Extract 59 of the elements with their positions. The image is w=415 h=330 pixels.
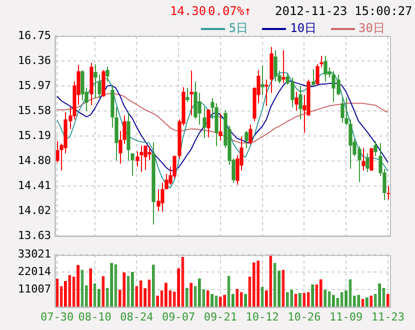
text: 14.30: [170, 4, 206, 18]
text: 2012-11-23 15:00:27: [275, 4, 412, 18]
x-tick-label: 10-26: [288, 310, 321, 324]
candlestick: [244, 130, 248, 149]
y-tick-label: 14.80: [18, 154, 51, 167]
candlestick: [374, 140, 378, 156]
y-tick-label: 14.02: [18, 204, 51, 217]
candlestick: [274, 50, 278, 82]
y-tick-label: 16.36: [18, 54, 51, 67]
candlestick: [340, 97, 344, 124]
x-tick-label: 08-24: [120, 310, 154, 324]
x-tick-label: 09-21: [204, 310, 237, 324]
candlestick: [218, 113, 222, 141]
candlestick: [94, 64, 98, 99]
x-tick-label: 11-23: [371, 310, 404, 324]
legend-label: 10日: [290, 20, 317, 37]
candlestick: [282, 50, 286, 84]
candlestick: [248, 124, 252, 145]
legend-label: 30日: [358, 20, 385, 37]
x-tick-label: 10-12: [246, 310, 279, 324]
candlestick: [264, 79, 268, 106]
candlestick: [90, 62, 94, 106]
x-tick-label: 09-07: [162, 310, 196, 324]
candlestick: [198, 92, 202, 125]
y-tick-label: 15.97: [18, 78, 51, 92]
candlestick: [270, 46, 274, 94]
x-tick-label: 08-10: [78, 310, 112, 324]
legend-label: 5日: [228, 20, 248, 37]
y-tick-label: 15.19: [18, 128, 51, 142]
candlestick: [126, 112, 130, 161]
candlestick: [362, 148, 366, 172]
candlestick: [298, 86, 302, 120]
y-tick-label: 11007: [18, 282, 51, 296]
candlestick: [140, 145, 144, 172]
candlestick: [294, 91, 298, 111]
candlestick: [202, 106, 206, 138]
text: 0.07%↑: [208, 4, 252, 18]
y-tick-label: 33021: [18, 247, 51, 260]
x-tick-label: 07-30: [40, 310, 74, 324]
candlestick: [152, 142, 156, 225]
candlestick: [160, 182, 164, 212]
y-tick-label: 15.58: [18, 104, 51, 117]
candlestick: [366, 152, 370, 172]
candlestick: [386, 186, 390, 200]
candlestick: [106, 66, 110, 82]
y-tick-label: 22014: [18, 264, 52, 278]
y-tick-label: 14.41: [18, 178, 51, 192]
candlestick: [144, 146, 148, 170]
y-tick-label: 13.63: [18, 228, 51, 242]
x-tick-label: 11-09: [329, 310, 363, 324]
candlestick: [324, 55, 328, 82]
candlestick: [312, 68, 316, 86]
candlestick: [260, 64, 264, 96]
candlestick: [190, 70, 194, 116]
y-tick-label: 16.75: [18, 28, 51, 42]
candlestick: [102, 69, 106, 96]
candlestick: [206, 110, 210, 138]
candlestick: [148, 146, 152, 161]
candlestick: [186, 87, 190, 103]
